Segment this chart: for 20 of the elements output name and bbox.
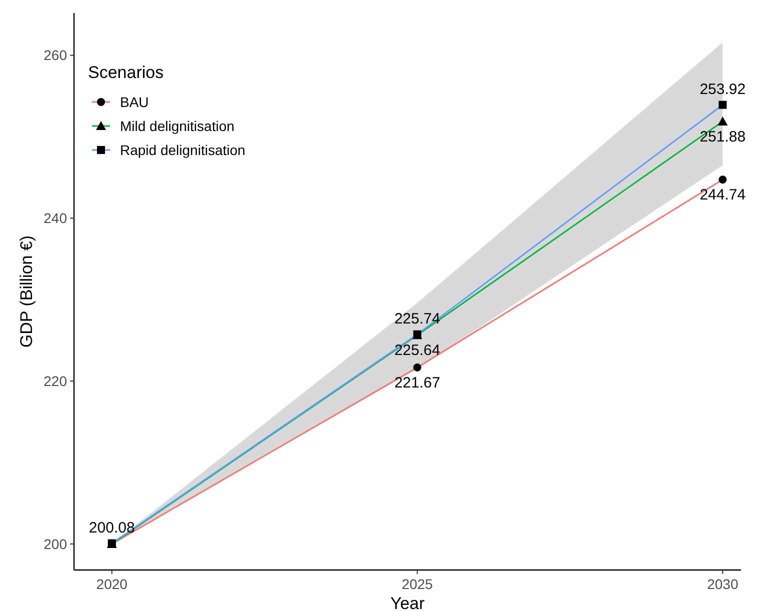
x-tick-label: 2030 [707,576,738,592]
x-axis-title: Year [390,594,426,611]
data-label: 253.92 [700,80,746,98]
data-label: 200.08 [88,519,135,536]
y-tick-label: 220 [44,372,68,389]
x-tick-label: 2025 [402,576,434,592]
data-label: 225.64 [394,342,440,360]
legend-title: Scenarios [88,62,164,82]
legend-label: Mild delignitisation [120,118,234,134]
legend-label: Rapid delignitisation [120,142,246,158]
y-axis-title: GDP (Billion €) [17,235,36,348]
y-tick-label: 260 [44,47,68,64]
data-label: 225.74 [394,310,440,328]
data-label: 251.88 [700,128,746,146]
x-tick-label: 2020 [96,576,128,592]
legend-label: BAU [120,94,149,110]
y-tick-label: 240 [44,210,68,226]
data-label: 244.74 [700,186,746,204]
data-label: 221.67 [394,374,440,392]
y-tick-label: 200 [44,536,68,552]
